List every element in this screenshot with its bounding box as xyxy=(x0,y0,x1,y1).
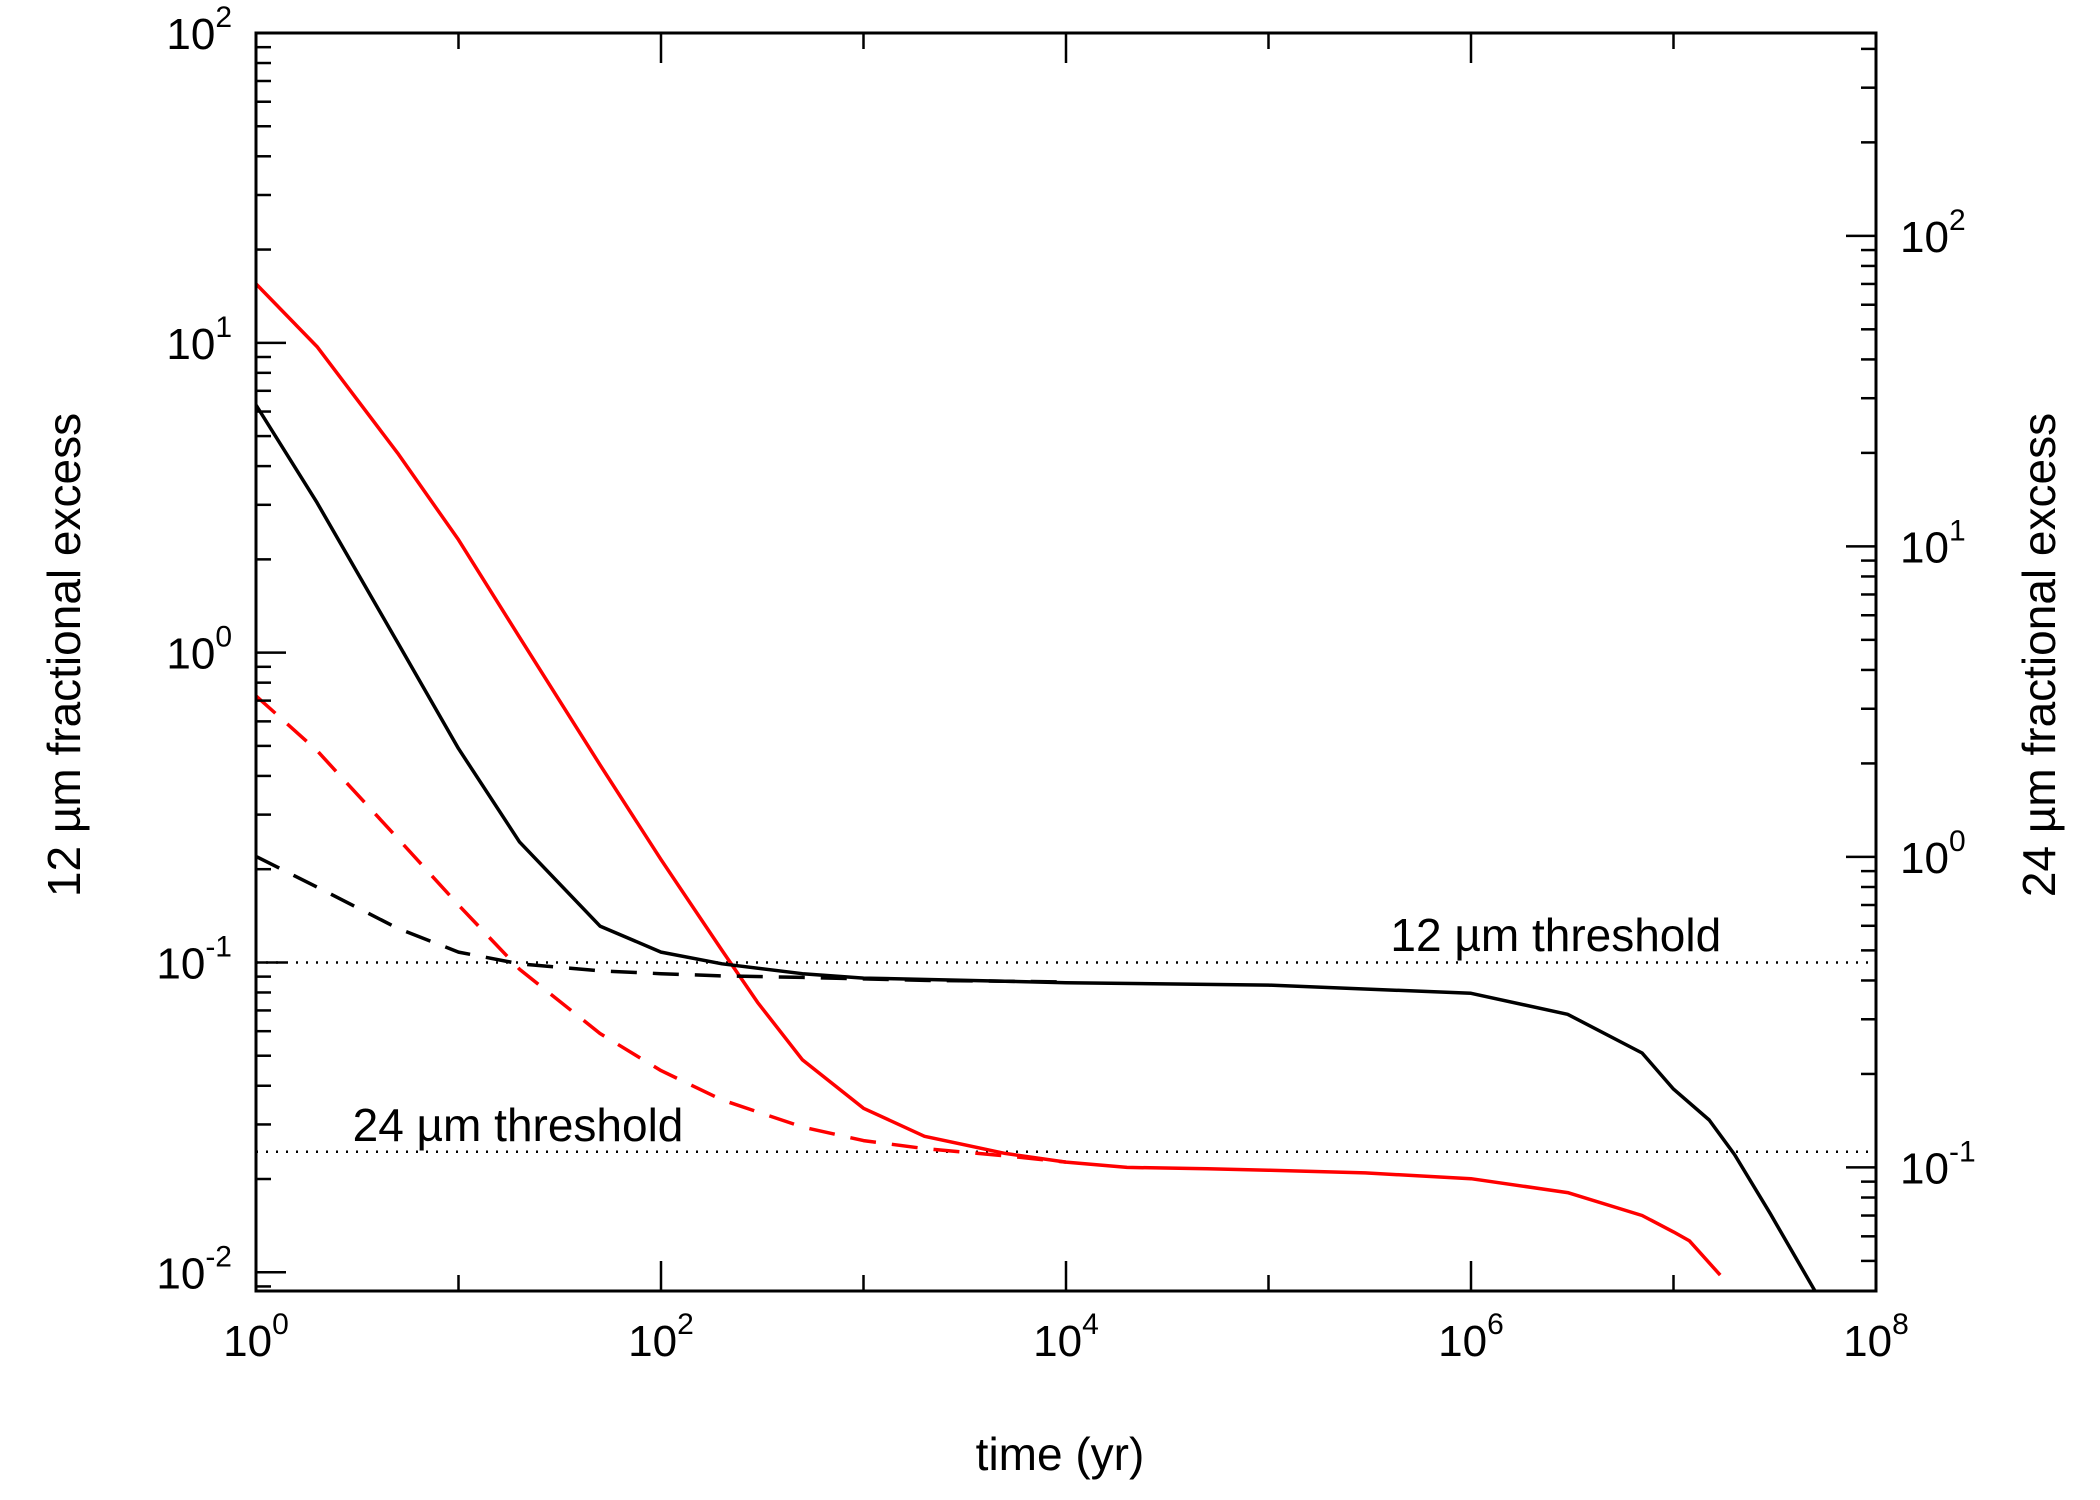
y-right-tick-label: 102 xyxy=(1900,204,1966,262)
series-line-3 xyxy=(256,694,1067,1164)
x-tick-label: 104 xyxy=(1033,1308,1099,1366)
plot-frame xyxy=(254,31,1878,1293)
y-right-tick-label: 101 xyxy=(1900,514,1966,572)
y-left-tick-label: 100 xyxy=(166,621,232,679)
y-axis-right-title: 24 µm fractional excess xyxy=(2013,413,2065,897)
series-line-1 xyxy=(256,282,1722,1277)
threshold-annotation-1: 12 µm threshold xyxy=(1390,909,1721,961)
y-left-tick-label: 102 xyxy=(166,1,232,59)
x-tick-label: 108 xyxy=(1843,1308,1909,1366)
y-right-tick-label: 100 xyxy=(1900,825,1966,883)
tick-labels: 100 102 104 106 108 10-2 10-1 100 101 102 10-1 100 1… xyxy=(156,1,1975,1366)
y-left-tick-label: 101 xyxy=(166,311,232,369)
x-tick-label: 106 xyxy=(1438,1308,1504,1366)
threshold-annotation-2: 24 µm threshold xyxy=(353,1099,684,1151)
y-left-tick-label: 10-1 xyxy=(156,930,232,988)
x-tick-label: 100 xyxy=(223,1308,289,1366)
x-axis-title: time (yr) xyxy=(976,1428,1145,1480)
y-left-tick-label: 10-2 xyxy=(156,1240,232,1298)
plot-area xyxy=(256,282,1876,1291)
series-line-4 xyxy=(256,854,1067,984)
y-right-tick-label: 10-1 xyxy=(1900,1135,1976,1193)
y-axis-left-title: 12 µm fractional excess xyxy=(38,413,90,897)
annotations: 12 µm threshold 24 µm threshold xyxy=(353,909,1722,1151)
x-tick-label: 102 xyxy=(628,1308,694,1366)
